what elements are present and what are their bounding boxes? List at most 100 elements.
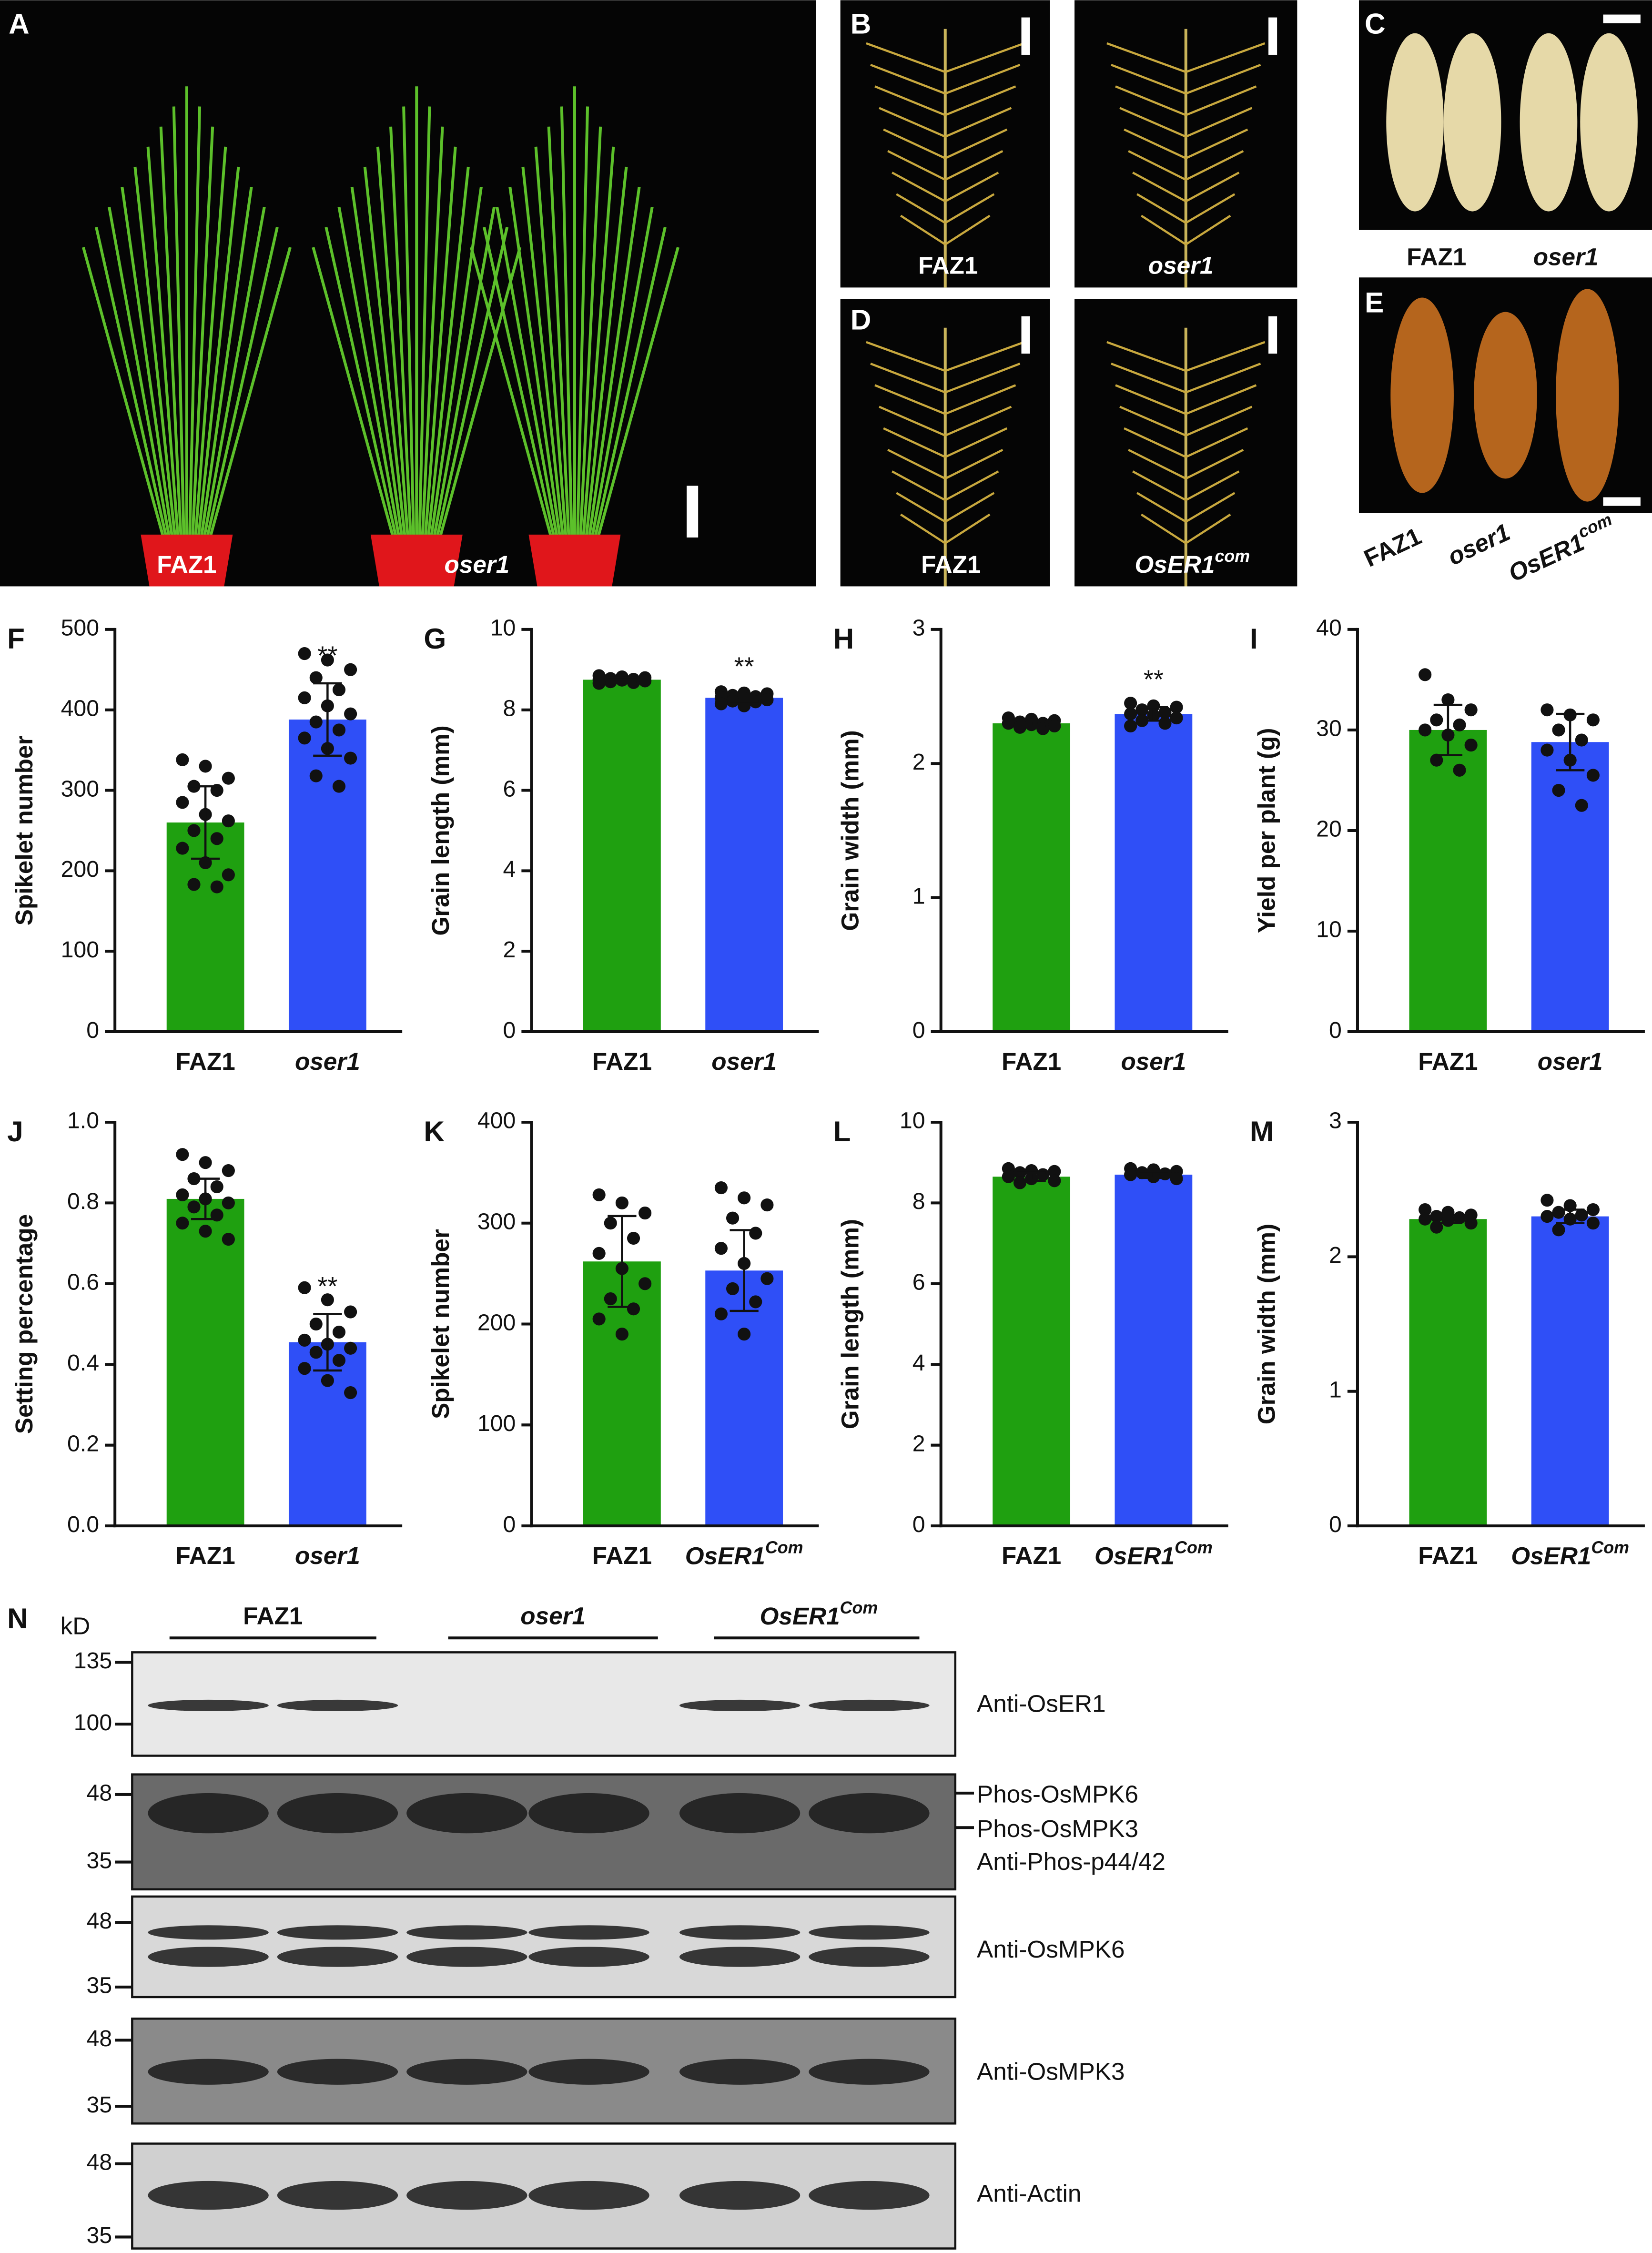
x-tick-label: FAZ1 [1002, 1048, 1061, 1075]
leaf [585, 166, 628, 539]
branch [1185, 492, 1236, 523]
branch [1185, 214, 1231, 245]
x-tick-label-main: OsER1 [1095, 1542, 1175, 1569]
data-point [1464, 703, 1478, 717]
branch [1185, 63, 1261, 95]
data-point [332, 780, 346, 793]
x-tick-label: OsER1Com [1511, 1538, 1629, 1569]
band [406, 1793, 527, 1834]
data-point [1419, 1203, 1432, 1217]
branch [896, 492, 946, 523]
leaf [508, 186, 562, 539]
band [277, 1699, 398, 1712]
data-point [760, 693, 774, 707]
leaf [172, 106, 185, 539]
y-tick-label: 2 [912, 749, 925, 775]
branch [1136, 193, 1186, 224]
data-point [344, 707, 357, 721]
marker-label: 48 [87, 2026, 112, 2051]
marker-label: 35 [87, 1973, 112, 1999]
data-point [1541, 743, 1554, 757]
panel-label: M [1250, 1115, 1274, 1147]
y-tick-label: 4 [503, 856, 516, 882]
branch [866, 42, 946, 73]
branch [1185, 449, 1244, 480]
data-point [309, 671, 323, 684]
data-point [1552, 1223, 1565, 1237]
significance: ** [734, 652, 754, 681]
x-tick-label: FAZ1 [1418, 1542, 1478, 1569]
leaf [429, 186, 483, 539]
y-axis-label: Grain length (mm) [836, 1219, 863, 1429]
branch [1185, 406, 1253, 436]
data-point [1147, 699, 1160, 712]
band [148, 1947, 269, 1967]
branch [1185, 107, 1253, 138]
data-point [199, 1156, 212, 1169]
data-point [309, 1346, 323, 1359]
bar [993, 723, 1071, 1032]
band [679, 2181, 801, 2210]
data-point [1552, 1206, 1565, 1219]
branch [944, 85, 1016, 116]
panel-label: I [1250, 622, 1258, 655]
leaf [424, 146, 457, 539]
band [528, 2059, 649, 2085]
pot [141, 534, 233, 587]
band [148, 1793, 269, 1834]
data-point [738, 1191, 751, 1205]
data-point [298, 731, 311, 745]
branch [944, 341, 1025, 372]
band [809, 1699, 930, 1712]
x-tick-label-sup: Com [1591, 1538, 1629, 1557]
data-point [1575, 1208, 1588, 1222]
x-tick-label: FAZ1 [175, 1048, 235, 1075]
branch [944, 193, 995, 224]
data-point [344, 1386, 357, 1400]
data-point [714, 1242, 728, 1255]
x-tick-label-sup: Com [1175, 1538, 1213, 1557]
band [679, 2059, 801, 2085]
leaf [197, 166, 240, 539]
y-tick-label: 6 [912, 1269, 925, 1295]
data-point [639, 1277, 652, 1290]
y-tick-label: 8 [503, 695, 516, 721]
y-tick-label: 0.4 [67, 1350, 99, 1376]
data-point [344, 1341, 357, 1355]
data-point [298, 1333, 311, 1347]
y-tick-label: 0.2 [67, 1431, 99, 1456]
branch [1115, 384, 1186, 415]
caption: oser1 [1148, 252, 1214, 279]
y-tick-label: 2 [503, 937, 516, 963]
data-point [726, 1282, 740, 1295]
scale-bar [1021, 316, 1030, 354]
branch [944, 363, 1021, 394]
branch [1119, 107, 1186, 138]
bar [705, 698, 783, 1032]
lane-label-main: OsER1 [760, 1603, 840, 1630]
data-point [1541, 703, 1554, 717]
caption: FAZ1 [1360, 522, 1426, 572]
branch [1185, 427, 1248, 458]
leaf [133, 166, 177, 539]
x-tick-label: oser1 [295, 1542, 360, 1569]
caption: FAZ1 [1407, 244, 1466, 271]
y-tick-label: 100 [477, 1411, 516, 1436]
grain [1386, 33, 1444, 212]
scale-bar [1603, 14, 1641, 23]
band [277, 1925, 398, 1940]
data-point [1464, 739, 1478, 752]
data-point [1419, 723, 1432, 737]
branch [887, 150, 946, 181]
data-point [210, 880, 223, 893]
branch [1185, 172, 1240, 203]
y-tick-label: 0.0 [67, 1512, 99, 1537]
branch [944, 63, 1021, 95]
y-tick-label: 400 [61, 695, 99, 721]
data-point [592, 677, 606, 690]
branch [944, 513, 991, 544]
branch [1185, 470, 1240, 501]
branch [883, 427, 946, 458]
data-point [592, 1312, 606, 1326]
